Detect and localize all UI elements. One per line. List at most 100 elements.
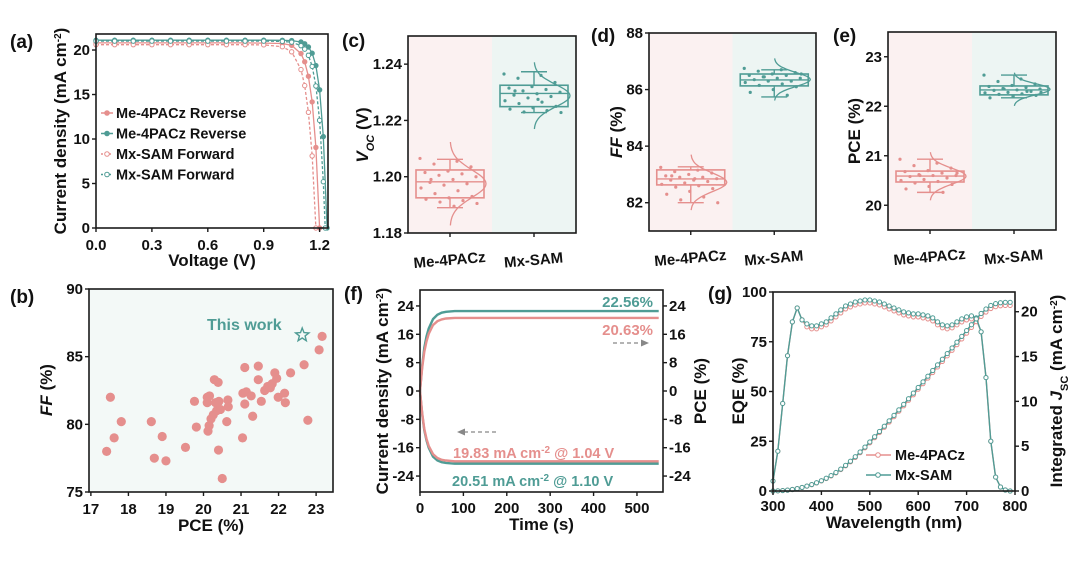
- scatter-point: [246, 391, 256, 401]
- data-point: [908, 174, 912, 179]
- jv-marker: [242, 38, 248, 44]
- data-point: [987, 84, 991, 89]
- data-point: [931, 173, 935, 178]
- y-right-axis-label-part: -2: [1049, 300, 1060, 309]
- eqe-marker: [934, 319, 941, 325]
- data-point: [508, 107, 512, 111]
- x-axis-label: PCE (%): [178, 516, 244, 535]
- scatter-point: [285, 368, 296, 378]
- integrated-marker: [978, 310, 984, 317]
- legend: Me-4PACz Mx-SAM: [866, 448, 965, 484]
- scatter-point: [213, 377, 223, 387]
- eqe-marker: [823, 319, 829, 325]
- data-point: [904, 187, 908, 191]
- x-tick-label: 300: [538, 500, 563, 517]
- eqe-marker: [959, 316, 965, 322]
- category-label: Me-4PACz: [893, 246, 966, 269]
- box-plot-me-4pacz: [655, 154, 728, 211]
- data-point: [469, 165, 473, 169]
- legend-label: Me-4PACz: [895, 448, 965, 464]
- panel-label: (e): [833, 26, 856, 47]
- eqe-marker: [775, 448, 781, 454]
- current-teal-annotation: 20.51 mA cm-2 @ 1.10 V: [452, 473, 613, 491]
- x-tick-label: 0.6: [197, 237, 218, 254]
- y-axis-label-part: V: [353, 150, 372, 163]
- plot-frame: [88, 288, 334, 493]
- data-point: [743, 80, 747, 85]
- data-point: [442, 183, 446, 187]
- jv-curve: [96, 40, 326, 229]
- data-point: [748, 90, 752, 94]
- scatter-point: [303, 415, 313, 425]
- data-point: [941, 190, 945, 194]
- y-axis-label: VOC (V): [353, 107, 377, 162]
- y-tick-label: 5: [82, 176, 90, 193]
- y-right-tick-label: 20: [1021, 304, 1038, 321]
- jv-marker: [130, 38, 136, 44]
- jv-marker: [302, 59, 308, 65]
- data-point: [762, 75, 766, 79]
- data-point: [756, 69, 760, 73]
- x-axis-label: Wavelength (nm): [826, 513, 962, 532]
- eqe-marker: [857, 298, 863, 304]
- y-axis-label: Current density (mA cm-2): [373, 288, 392, 495]
- jv-curve: [96, 42, 321, 229]
- data-point: [997, 92, 1001, 96]
- data-point: [766, 79, 770, 83]
- eqe-marker: [997, 484, 1004, 490]
- normal-curve: [773, 58, 812, 101]
- y-tick-label: 75: [66, 484, 83, 501]
- data-point: [475, 201, 479, 206]
- integrated-marker: [876, 428, 883, 435]
- integrated-marker: [901, 401, 907, 407]
- data-point: [559, 110, 563, 115]
- plot-frame: [419, 289, 664, 493]
- integrated-marker: [988, 302, 994, 309]
- integrated-marker: [997, 300, 1004, 306]
- eqe-marker: [886, 303, 892, 309]
- integrated-marker: [993, 301, 999, 307]
- scatter-point: [248, 411, 258, 421]
- jv-marker: [279, 44, 286, 50]
- panel-label: (c): [342, 31, 365, 52]
- eqe-marker: [983, 374, 989, 381]
- data-point: [433, 192, 437, 196]
- plot-frame: [407, 35, 577, 234]
- x-tick-label: 1.2: [309, 237, 330, 254]
- y-axis-label-part: (V): [353, 107, 372, 134]
- integrated-marker: [896, 407, 902, 413]
- data-point: [898, 157, 902, 161]
- panel-label: (f): [344, 284, 363, 305]
- data-point: [996, 79, 1000, 84]
- data-point: [789, 79, 793, 83]
- data-point: [955, 171, 959, 175]
- data-point: [531, 106, 535, 110]
- eqe-marker: [910, 311, 916, 317]
- eqe-marker: [896, 307, 902, 313]
- y-axis-label: EQE (%): [729, 357, 748, 424]
- data-point: [927, 184, 931, 189]
- jv-marker: [111, 38, 118, 44]
- x-tick-label: 700: [954, 498, 979, 515]
- jv-marker: [316, 87, 323, 93]
- x-tick-label: 17: [83, 501, 100, 518]
- jv-marker: [279, 38, 286, 45]
- y-right-axis-label-part: SC: [1059, 376, 1071, 391]
- eqe-marker: [862, 297, 868, 303]
- data-point: [798, 76, 802, 80]
- panel-d: (d) Me-4PACz Mx-SAM 82 84 86 88 FF (%): [591, 25, 817, 270]
- data-point: [982, 73, 986, 77]
- y-tick-label: 88: [626, 25, 643, 42]
- data-point: [988, 96, 992, 100]
- data-point: [428, 180, 432, 184]
- normal-curve: [533, 62, 571, 130]
- panel-c: (c) Me-4PACz Mx-SAM 1.18 1.20 1.22 1.24 VOC (V): [342, 31, 577, 272]
- scatter-point: [189, 396, 200, 406]
- data-point: [660, 182, 664, 186]
- y-tick-label: 20: [73, 42, 90, 59]
- y-axis-label-part: FF: [37, 395, 56, 416]
- plot-background: [89, 289, 333, 492]
- integrated-marker: [833, 469, 839, 476]
- x-tick-label: 0.9: [253, 237, 274, 254]
- integrated-marker: [920, 379, 926, 385]
